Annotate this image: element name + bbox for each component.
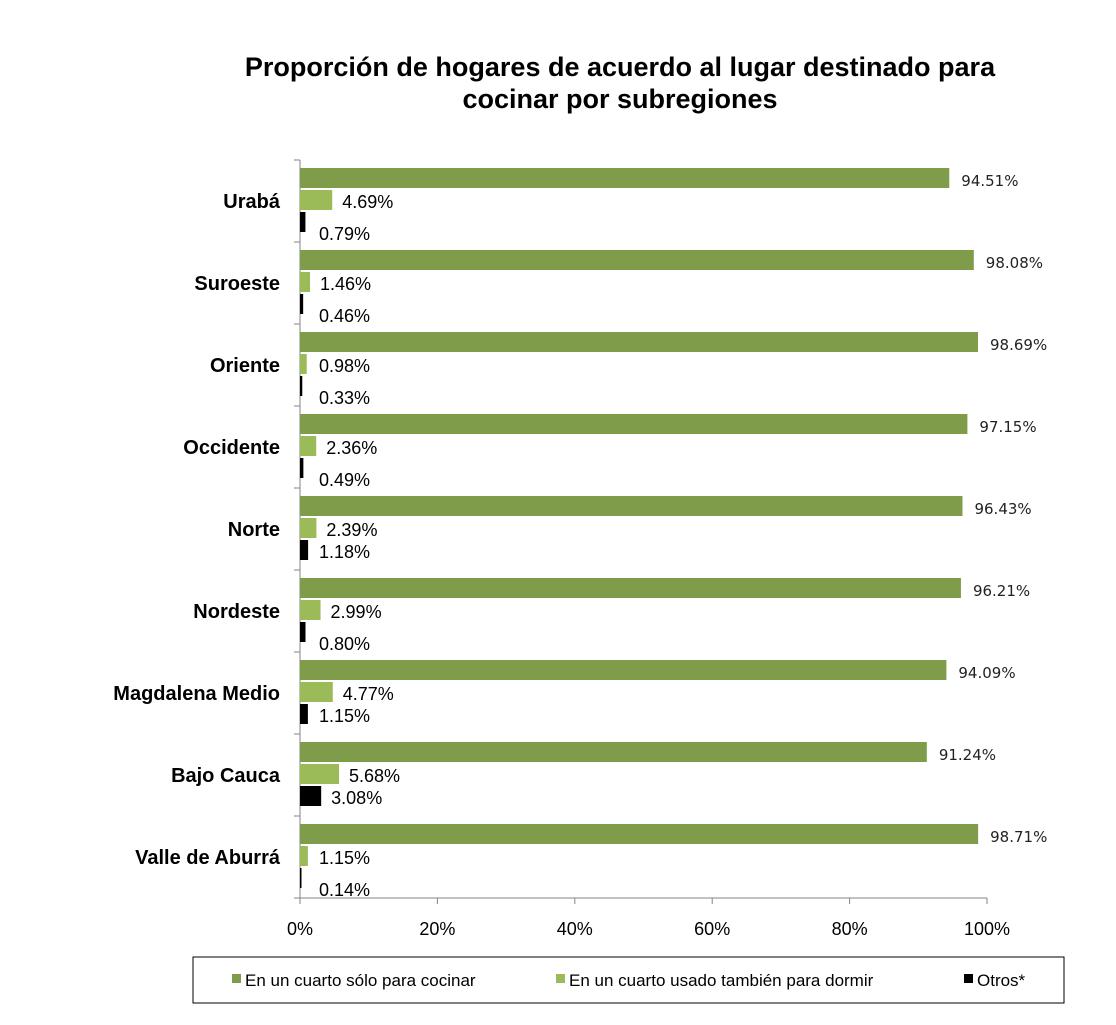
data-label-uraba-en-un-cuarto-usado-tambien-para-dormir: 4.69% — [342, 192, 393, 212]
data-label-magdalena-medio-en-un-cuarto-solo-para-cocinar: 94.09% — [958, 664, 1015, 682]
data-label-bajo-cauca-en-un-cuarto-usado-tambien-para-dormir: 5.68% — [349, 766, 400, 786]
bar-uraba-en-un-cuarto-solo-para-cocinar — [300, 168, 950, 188]
data-label-suroeste-en-un-cuarto-solo-para-cocinar: 98.08% — [986, 254, 1043, 272]
bar-suroeste-en-un-cuarto-solo-para-cocinar — [300, 250, 974, 270]
category-label-oriente: Oriente — [210, 355, 280, 377]
bar-suroeste-otros — [300, 294, 304, 314]
data-label-suroeste-otros: 0.46% — [319, 306, 370, 326]
data-label-occidente-otros: 0.49% — [319, 470, 370, 490]
data-label-suroeste-en-un-cuarto-usado-tambien-para-dormir: 1.46% — [320, 274, 371, 294]
bar-nordeste-en-un-cuarto-solo-para-cocinar — [300, 578, 961, 598]
data-label-oriente-en-un-cuarto-solo-para-cocinar: 98.69% — [990, 336, 1047, 354]
legend-swatch-en-un-cuarto-usado-tambien-para-dormir — [556, 974, 565, 983]
data-label-bajo-cauca-en-un-cuarto-solo-para-cocinar: 91.24% — [939, 746, 996, 764]
bar-oriente-en-un-cuarto-solo-para-cocinar — [300, 332, 979, 352]
data-label-oriente-en-un-cuarto-usado-tambien-para-dormir: 0.98% — [319, 356, 370, 376]
data-label-magdalena-medio-otros: 1.15% — [319, 706, 370, 726]
category-label-norte: Norte — [228, 519, 280, 541]
x-tick-label: 60% — [694, 919, 730, 939]
category-label-bajo-cauca: Bajo Cauca — [171, 765, 281, 787]
category-label-magdalena-medio: Magdalena Medio — [113, 683, 280, 705]
data-label-norte-en-un-cuarto-usado-tambien-para-dormir: 2.39% — [326, 520, 377, 540]
legend-label-otros: Otros* — [977, 971, 1026, 990]
bar-suroeste-en-un-cuarto-usado-tambien-para-dormir — [300, 272, 311, 292]
data-label-uraba-otros: 0.79% — [319, 224, 370, 244]
bar-uraba-otros — [300, 212, 306, 232]
x-tick-label: 0% — [287, 919, 313, 939]
bar-oriente-en-un-cuarto-usado-tambien-para-dormir — [300, 354, 307, 374]
x-tick-label: 20% — [419, 919, 455, 939]
bar-occidente-otros — [300, 458, 304, 478]
legend-swatch-en-un-cuarto-solo-para-cocinar — [232, 974, 241, 983]
data-label-valle-de-aburra-en-un-cuarto-solo-para-cocinar: 98.71% — [990, 828, 1047, 846]
bar-oriente-otros — [300, 376, 303, 396]
data-label-norte-en-un-cuarto-solo-para-cocinar: 96.43% — [974, 500, 1031, 518]
category-label-uraba: Urabá — [223, 191, 281, 213]
bar-magdalena-medio-otros — [300, 704, 308, 724]
legend-label-en-un-cuarto-solo-para-cocinar: En un cuarto sólo para cocinar — [245, 971, 476, 990]
category-label-suroeste: Suroeste — [194, 273, 280, 295]
bar-bajo-cauca-en-un-cuarto-solo-para-cocinar — [300, 742, 927, 762]
legend-box — [192, 956, 1065, 1004]
data-label-bajo-cauca-otros: 3.08% — [331, 788, 382, 808]
bar-occidente-en-un-cuarto-usado-tambien-para-dormir — [300, 436, 317, 456]
bar-occidente-en-un-cuarto-solo-para-cocinar — [300, 414, 968, 434]
data-label-nordeste-en-un-cuarto-solo-para-cocinar: 96.21% — [973, 582, 1030, 600]
bar-norte-en-un-cuarto-solo-para-cocinar — [300, 496, 963, 516]
bar-magdalena-medio-en-un-cuarto-usado-tambien-para-dormir — [300, 682, 333, 702]
legend: En un cuarto sólo para cocinar En un cuar… — [192, 956, 1065, 1004]
chart-title-line-2: cocinar por subregiones — [462, 84, 777, 114]
x-tick-label: 80% — [832, 919, 868, 939]
bar-norte-otros — [300, 540, 309, 560]
bar-magdalena-medio-en-un-cuarto-solo-para-cocinar — [300, 660, 947, 680]
plot-area: 0% 20% 40% 60% 80% 100% Urabá 94.51% 4.69% 0.79% S… — [113, 159, 1047, 939]
data-label-norte-otros: 1.18% — [319, 542, 370, 562]
legend-label-en-un-cuarto-usado-tambien-para-dormir: En un cuarto usado también para dormir — [569, 971, 874, 990]
chart-title-line-1: Proporción de hogares de acuerdo al luga… — [245, 52, 996, 82]
bar-bajo-cauca-en-un-cuarto-usado-tambien-para-dormir — [300, 764, 340, 784]
data-label-occidente-en-un-cuarto-solo-para-cocinar: 97.15% — [979, 418, 1036, 436]
data-label-valle-de-aburra-otros: 0.14% — [319, 880, 370, 900]
bar-nordeste-otros — [300, 622, 306, 642]
category-label-valle-de-aburra: Valle de Aburrá — [135, 847, 281, 869]
data-label-valle-de-aburra-en-un-cuarto-usado-tambien-para-dormir: 1.15% — [319, 848, 370, 868]
data-label-nordeste-en-un-cuarto-usado-tambien-para-dormir: 2.99% — [331, 602, 382, 622]
data-label-nordeste-otros: 0.80% — [319, 634, 370, 654]
category-label-nordeste: Nordeste — [193, 601, 280, 623]
x-tick-label: 100% — [964, 919, 1010, 939]
bar-bajo-cauca-otros — [300, 786, 322, 806]
bar-uraba-en-un-cuarto-usado-tambien-para-dormir — [300, 190, 333, 210]
bar-valle-de-aburra-en-un-cuarto-solo-para-cocinar — [300, 824, 979, 844]
data-label-uraba-en-un-cuarto-solo-para-cocinar: 94.51% — [961, 172, 1018, 190]
bar-valle-de-aburra-otros — [300, 868, 302, 888]
category-label-occidente: Occidente — [183, 437, 280, 459]
bar-valle-de-aburra-en-un-cuarto-usado-tambien-para-dormir — [300, 846, 308, 866]
data-label-oriente-otros: 0.33% — [319, 388, 370, 408]
legend-swatch-otros — [964, 974, 973, 983]
bar-norte-en-un-cuarto-usado-tambien-para-dormir — [300, 518, 317, 538]
bar-nordeste-en-un-cuarto-usado-tambien-para-dormir — [300, 600, 321, 620]
data-label-occidente-en-un-cuarto-usado-tambien-para-dormir: 2.36% — [326, 438, 377, 458]
data-label-magdalena-medio-en-un-cuarto-usado-tambien-para-dormir: 4.77% — [343, 684, 394, 704]
x-tick-label: 40% — [557, 919, 593, 939]
